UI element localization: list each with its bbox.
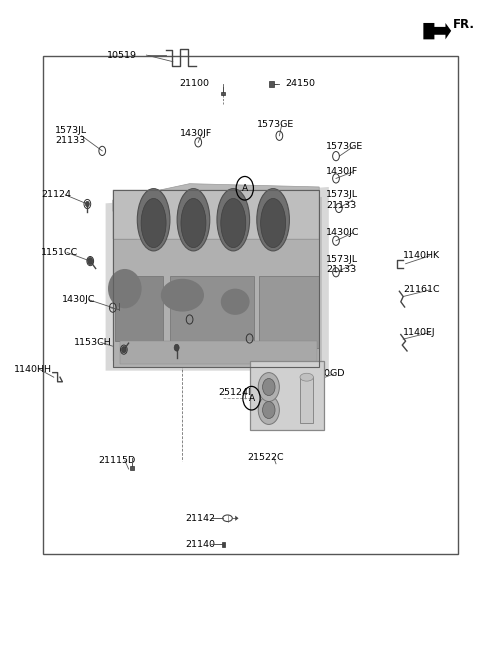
Text: 1140EJ: 1140EJ — [403, 328, 436, 337]
Ellipse shape — [108, 269, 142, 308]
Polygon shape — [113, 184, 319, 211]
Text: 21114: 21114 — [149, 335, 179, 344]
Text: 24150: 24150 — [286, 79, 316, 89]
Bar — [221, 92, 225, 95]
Text: 1430JC: 1430JC — [158, 308, 192, 318]
Text: 1430JF: 1430JF — [180, 129, 212, 138]
Polygon shape — [113, 190, 319, 239]
Polygon shape — [115, 276, 163, 341]
Ellipse shape — [177, 189, 210, 251]
Polygon shape — [115, 197, 322, 361]
Circle shape — [258, 373, 279, 401]
Text: 1430JC: 1430JC — [62, 295, 96, 304]
Text: 1151CC: 1151CC — [41, 248, 78, 257]
Text: 1573GE: 1573GE — [326, 142, 364, 152]
Circle shape — [263, 379, 275, 396]
Ellipse shape — [161, 279, 204, 312]
Ellipse shape — [141, 198, 166, 247]
Text: 21100: 21100 — [179, 79, 209, 89]
Text: 21522C: 21522C — [247, 453, 284, 462]
Bar — [43, 56, 458, 554]
Bar — [130, 466, 134, 470]
Circle shape — [87, 257, 93, 265]
Text: 1140HK: 1140HK — [403, 251, 440, 260]
Text: 1573JL
21133: 1573JL 21133 — [326, 190, 359, 210]
Polygon shape — [423, 23, 451, 39]
Text: A: A — [242, 184, 248, 193]
Text: 1140HH: 1140HH — [13, 365, 51, 374]
Text: 1140FN: 1140FN — [230, 326, 267, 335]
Circle shape — [263, 401, 275, 419]
Text: 1430JF: 1430JF — [326, 167, 359, 176]
Ellipse shape — [261, 198, 286, 247]
Text: 25124D: 25124D — [218, 388, 256, 397]
Bar — [300, 377, 313, 423]
Text: 21124: 21124 — [41, 190, 71, 199]
Polygon shape — [259, 276, 319, 348]
Polygon shape — [106, 187, 329, 371]
Bar — [222, 542, 225, 547]
Ellipse shape — [221, 198, 246, 247]
Text: 1140GD: 1140GD — [307, 369, 346, 379]
Text: FR.: FR. — [453, 18, 475, 31]
Text: 21119B: 21119B — [254, 413, 291, 422]
Bar — [250, 361, 324, 430]
Circle shape — [258, 396, 279, 424]
Text: 1573GE: 1573GE — [257, 120, 294, 129]
Ellipse shape — [137, 189, 170, 251]
Text: 10519: 10519 — [107, 51, 137, 60]
Circle shape — [174, 344, 179, 351]
Text: 1573JL
21133: 1573JL 21133 — [55, 126, 87, 146]
Ellipse shape — [257, 189, 289, 251]
Ellipse shape — [300, 373, 313, 381]
Polygon shape — [113, 200, 137, 367]
Circle shape — [85, 201, 89, 207]
Text: A: A — [249, 394, 254, 403]
Text: 1430JC: 1430JC — [326, 228, 360, 237]
Text: 21140: 21140 — [185, 540, 215, 549]
Ellipse shape — [181, 198, 206, 247]
Text: 21161C: 21161C — [403, 285, 440, 295]
Text: 1153CH: 1153CH — [74, 338, 112, 347]
Text: 21115E: 21115E — [146, 353, 182, 362]
Polygon shape — [235, 516, 239, 521]
Bar — [269, 81, 274, 87]
Text: 1573JL
21133: 1573JL 21133 — [326, 255, 359, 274]
Ellipse shape — [221, 289, 250, 315]
Ellipse shape — [217, 189, 250, 251]
Polygon shape — [170, 276, 254, 354]
Circle shape — [121, 346, 126, 353]
Polygon shape — [120, 341, 317, 364]
Polygon shape — [113, 239, 319, 367]
Text: 21115D: 21115D — [98, 456, 136, 465]
Text: 21142: 21142 — [185, 514, 215, 523]
